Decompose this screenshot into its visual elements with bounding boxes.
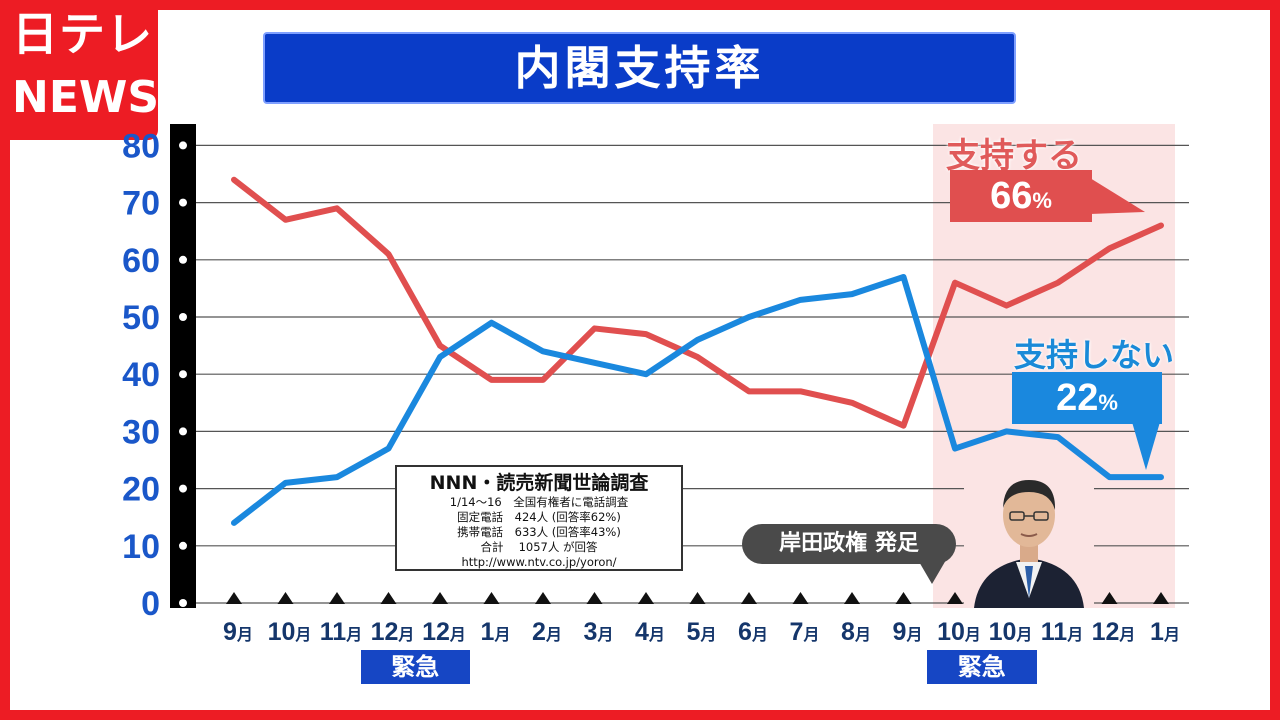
tick-dot <box>179 484 187 493</box>
survey-source-box: NNN・読売新聞世論調査 1/14〜16 全国有権者に電話調査 固定電話 424… <box>395 465 683 571</box>
x-tick-label: 2月 <box>532 618 562 646</box>
survey-row: 携帯電話 633人 (回答率43%) <box>457 525 621 539</box>
x-tick-label: 5月 <box>687 618 717 646</box>
y-tick-label: 70 <box>122 185 160 223</box>
y-axis-bar <box>170 124 196 608</box>
y-tick-label: 80 <box>122 127 160 165</box>
oppose-callout-label: 支持しない <box>1014 336 1175 374</box>
x-tick-marker <box>638 592 654 604</box>
event-callout-pointer <box>918 560 946 584</box>
x-tick-marker <box>895 592 912 604</box>
percent-sign: % <box>1032 188 1052 213</box>
x-tick-marker <box>689 592 706 604</box>
x-tick-marker <box>1153 592 1169 604</box>
oppose-value: 22 <box>1056 377 1099 419</box>
x-tick-marker <box>741 592 757 604</box>
support-value: 66 <box>990 175 1033 217</box>
emergency-badge: 緊急 <box>927 650 1037 684</box>
y-tick-label: 50 <box>122 299 160 337</box>
tick-dot <box>179 255 187 264</box>
x-tick-label: 4月 <box>635 618 665 646</box>
x-tick-marker <box>277 592 294 604</box>
x-tick-marker <box>586 592 603 604</box>
y-tick-label: 20 <box>122 471 160 509</box>
x-tick-marker <box>1101 592 1118 604</box>
x-tick-label: 11月 <box>1041 618 1083 646</box>
x-tick-marker <box>947 592 963 604</box>
emergency-badge: 緊急 <box>360 650 470 684</box>
y-tick-label: 40 <box>122 356 160 394</box>
tick-dot <box>179 370 187 379</box>
x-tick-label: 10月 <box>937 618 981 646</box>
support-callout-label: 支持する <box>946 136 1082 176</box>
survey-title: NNN・読売新聞世論調査 <box>429 472 649 494</box>
oppose-callout-pointer <box>1132 422 1160 470</box>
tick-dot <box>179 541 187 550</box>
survey-row: 1/14〜16 全国有権者に電話調査 <box>449 495 629 509</box>
percent-sign: % <box>1098 390 1118 415</box>
oppose-series-line <box>231 273 1164 526</box>
x-tick-marker <box>535 592 551 604</box>
survey-row: 固定電話 424人 (回答率62%) <box>457 510 621 524</box>
tick-dot <box>179 141 187 150</box>
tick-dot <box>179 599 187 607</box>
support-series-line <box>231 176 1164 429</box>
channel-logo: 日テレ NEWS <box>0 0 160 140</box>
x-tick-label: 12月 <box>422 618 466 646</box>
x-tick-marker <box>792 592 809 604</box>
x-tick-marker <box>329 592 345 604</box>
x-tick-label: 11月 <box>320 618 362 646</box>
survey-row: 合計 1057人 が回答 <box>480 540 598 554</box>
y-tick-label: 60 <box>122 242 160 280</box>
politician-portrait <box>964 470 1094 608</box>
x-tick-marker <box>844 592 860 604</box>
x-tick-label: 7月 <box>790 618 820 646</box>
oppose-callout-value: 22% <box>1012 372 1162 424</box>
x-tick-label: 12月 <box>371 618 415 646</box>
logo-line-1: 日テレ <box>12 7 153 61</box>
x-tick-marker <box>432 592 448 604</box>
survey-url: http://www.ntv.co.jp/yoron/ <box>461 555 617 569</box>
support-callout-pointer <box>1090 178 1145 214</box>
y-tick-label: 10 <box>122 528 160 566</box>
x-tick-label: 1月 <box>481 618 511 646</box>
x-tick-marker <box>380 592 397 604</box>
tick-dot <box>179 313 187 321</box>
x-tick-label: 6月 <box>738 618 768 646</box>
tick-dot <box>179 198 187 207</box>
event-callout: 岸田政権 発足 <box>742 524 956 564</box>
x-tick-label: 12月 <box>1092 618 1136 646</box>
y-tick-label: 0 <box>141 585 160 623</box>
support-callout-value: 66% <box>950 170 1092 222</box>
chart-title: 内閣支持率 <box>263 32 1016 104</box>
y-tick-label: 30 <box>122 413 160 451</box>
logo-line-2: NEWS <box>12 72 160 123</box>
x-tick-marker <box>226 592 242 604</box>
x-tick-label: 10月 <box>268 618 312 646</box>
x-tick-label: 9月 <box>893 618 923 646</box>
x-tick-label: 9月 <box>223 618 253 646</box>
tick-dot <box>179 427 187 436</box>
x-tick-marker <box>483 592 500 604</box>
x-tick-label: 3月 <box>584 618 614 646</box>
x-tick-label: 1月 <box>1150 618 1180 646</box>
x-tick-label: 10月 <box>989 618 1033 646</box>
x-tick-label: 8月 <box>841 618 871 646</box>
